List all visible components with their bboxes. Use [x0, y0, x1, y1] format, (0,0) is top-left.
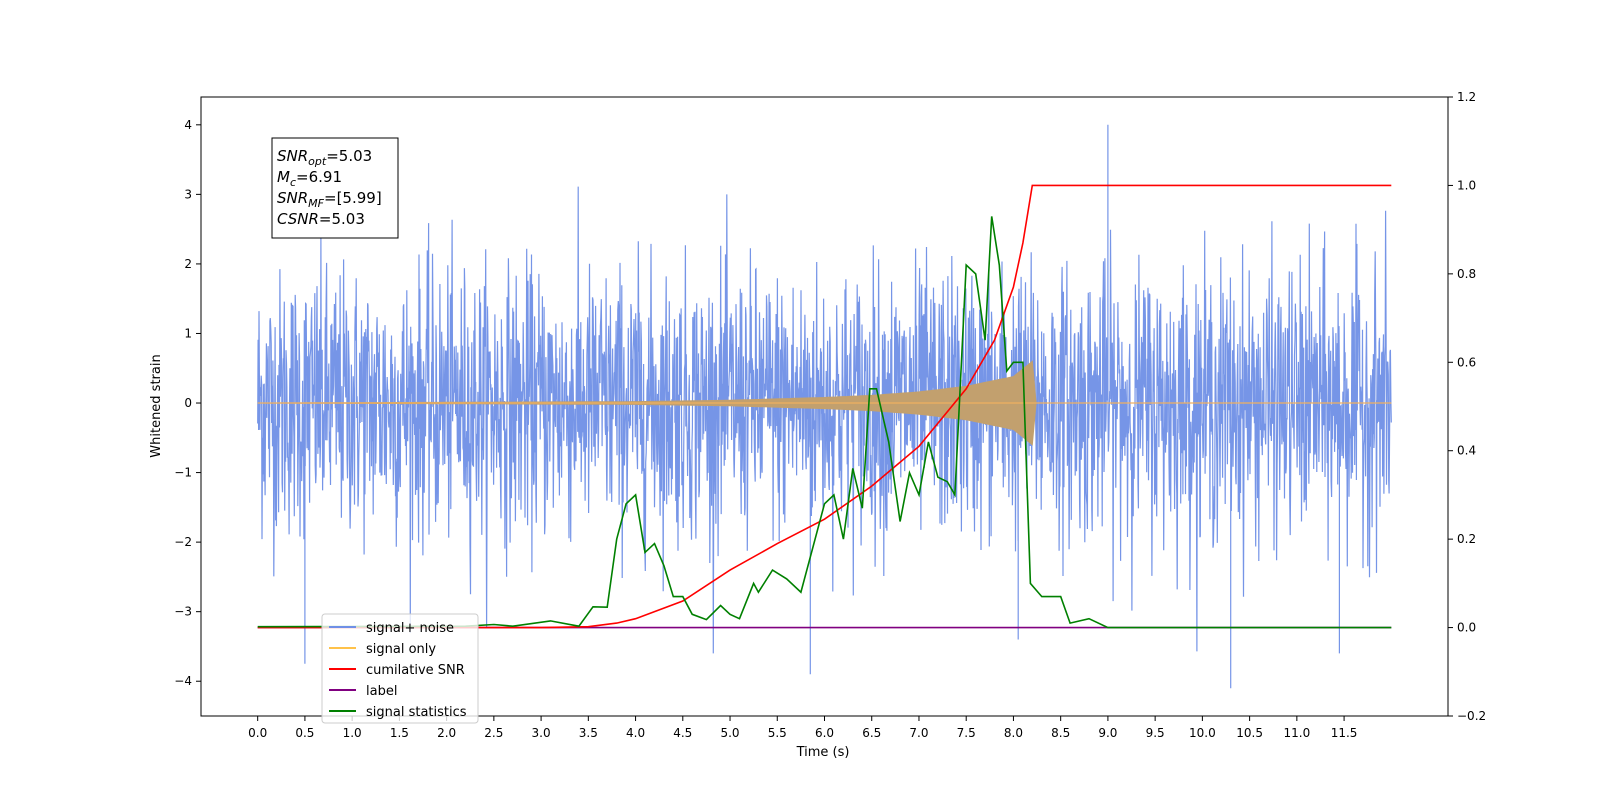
y-right-tick-label: 0.8	[1457, 267, 1476, 281]
y-right-tick-label: 0.2	[1457, 532, 1476, 546]
y-left-tick-label: −3	[174, 605, 192, 619]
series-layer	[257, 124, 1392, 689]
legend-label: signal only	[366, 642, 436, 657]
annotation-frame	[271, 137, 399, 239]
x-tick-label: 7.5	[957, 726, 976, 740]
y-axis-label: Whitened strain	[149, 354, 164, 457]
legend-frame	[321, 613, 479, 724]
axes-layer: 0.0 0.5 1.0 1.5 2.0 2.5 3.0 3.5 4.0 4.5 5.0 5.5 6.0 6…	[174, 90, 1486, 740]
x-tick-label: 6.5	[862, 726, 881, 740]
y-right-tick-label: 1.2	[1457, 90, 1476, 104]
x-tick-label: 11.5	[1331, 726, 1358, 740]
x-tick-label: 3.0	[532, 726, 551, 740]
x-tick-label: 9.0	[1098, 726, 1117, 740]
x-tick-label: 1.0	[343, 726, 362, 740]
x-tick-label: 5.0	[720, 726, 739, 740]
y-left-tick-label: −1	[174, 466, 192, 480]
annotation-line: CSNR=5.03	[277, 210, 365, 228]
legend: signal+ noise signal only cumilative SNR la…	[321, 613, 479, 724]
y-right-tick-label: −0.2	[1457, 709, 1486, 723]
y-left-tick-label: 3	[184, 187, 192, 201]
y-right-tick-label: 0.6	[1457, 355, 1476, 369]
y-right-tick-label: 0.0	[1457, 621, 1476, 635]
x-tick-label: 3.5	[579, 726, 598, 740]
y-left-tick-label: −2	[174, 535, 192, 549]
x-tick-label: 11.0	[1283, 726, 1310, 740]
y-left-tick-label: 0	[184, 396, 192, 410]
y-left-tick-label: 4	[184, 118, 192, 132]
x-tick-label: 1.5	[390, 726, 409, 740]
x-tick-label: 7.0	[909, 726, 928, 740]
x-tick-label: 4.0	[626, 726, 645, 740]
x-tick-label: 6.0	[815, 726, 834, 740]
y-right-tick-label: 0.4	[1457, 444, 1476, 458]
y-right-tick-label: 1.0	[1457, 178, 1476, 192]
series-cumulative-snr	[257, 184, 1392, 629]
series-signal-statistics	[257, 216, 1392, 629]
legend-label: signal statistics	[366, 705, 467, 720]
series-signal-noise	[257, 124, 1392, 689]
y-left-tick-label: −4	[174, 674, 192, 688]
x-tick-label: 8.5	[1051, 726, 1070, 740]
annotation-line: SNRopt=5.03	[277, 147, 372, 168]
x-tick-label: 2.5	[484, 726, 503, 740]
x-tick-label: 10.5	[1236, 726, 1263, 740]
x-tick-label: 0.0	[248, 726, 267, 740]
legend-label: cumilative SNR	[366, 663, 465, 678]
x-tick-label: 2.0	[437, 726, 456, 740]
annotation-line: Mc=6.91	[277, 168, 342, 189]
y-left-tick-label: 2	[184, 257, 192, 271]
x-tick-label: 8.0	[1004, 726, 1023, 740]
x-tick-label: 5.5	[768, 726, 787, 740]
x-tick-label: 9.5	[1146, 726, 1165, 740]
legend-label: label	[366, 684, 397, 699]
x-tick-label: 0.5	[295, 726, 314, 740]
x-axis-label: Time (s)	[796, 745, 850, 760]
x-tick-label: 4.5	[673, 726, 692, 740]
annotation-line: SNRMF=[5.99]	[277, 189, 382, 210]
y-left-tick-label: 1	[184, 326, 192, 340]
x-tick-label: 10.0	[1189, 726, 1216, 740]
legend-label: signal+ noise	[366, 621, 454, 636]
